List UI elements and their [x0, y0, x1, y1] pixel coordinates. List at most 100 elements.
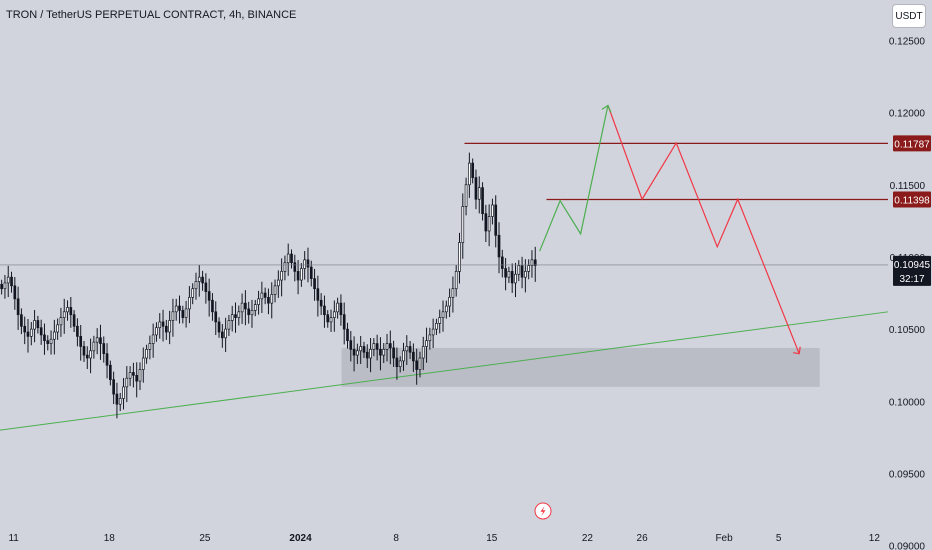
- candle-body: [39, 327, 43, 336]
- candle-body: [217, 321, 221, 333]
- candle: [118, 392, 122, 412]
- candle: [10, 271, 13, 293]
- candle-body: [431, 328, 435, 336]
- x-tick-label: 22: [582, 533, 594, 544]
- trendline: [0, 311, 889, 431]
- candle-body: [141, 357, 145, 370]
- x-tick-label: 2024: [289, 533, 312, 544]
- candle: [181, 305, 185, 324]
- candle-body: [43, 334, 46, 342]
- candle-body: [132, 372, 135, 376]
- candle-body: [530, 259, 534, 266]
- candle: [158, 313, 162, 339]
- candle: [92, 335, 96, 359]
- candle-body: [385, 343, 389, 350]
- candle: [402, 342, 405, 371]
- candle: [316, 275, 320, 317]
- candle: [161, 309, 165, 342]
- candle-body: [122, 386, 125, 399]
- candle: [336, 297, 339, 319]
- y-tick-label: 0.09500: [889, 469, 926, 480]
- candle: [359, 335, 363, 364]
- candle: [145, 344, 148, 364]
- candle: [365, 344, 369, 368]
- candle: [471, 158, 475, 184]
- candle-body: [421, 346, 425, 359]
- candle-body: [356, 350, 359, 356]
- candle: [260, 281, 264, 313]
- candle-body: [494, 204, 498, 236]
- x-tick-label: 11: [8, 533, 19, 544]
- candle: [250, 299, 254, 328]
- candle: [398, 356, 402, 373]
- candle-body: [151, 334, 155, 344]
- candle-body: [13, 285, 17, 300]
- candle-body: [444, 305, 448, 313]
- candle-body: [53, 331, 56, 340]
- candle-body: [454, 271, 458, 290]
- candle-body: [428, 334, 432, 342]
- projection-up-arrowhead: [601, 104, 612, 113]
- candle-body: [224, 328, 227, 339]
- candle-body: [402, 350, 405, 362]
- candle-body: [6, 276, 10, 284]
- candle: [313, 268, 316, 301]
- y-tick-label: 0.10500: [889, 325, 926, 336]
- candle-body: [244, 302, 247, 310]
- candle: [115, 382, 119, 419]
- candle: [283, 255, 287, 281]
- candle: [188, 286, 191, 324]
- candle: [385, 333, 389, 362]
- candle: [207, 278, 211, 317]
- candle: [296, 260, 300, 295]
- x-tick-label: 26: [637, 533, 649, 544]
- currency-button[interactable]: USDT: [892, 4, 926, 28]
- candle: [303, 251, 307, 280]
- candle: [418, 351, 422, 378]
- y-tick-label: 0.12500: [889, 36, 926, 47]
- x-axis[interactable]: 11 18 25 2024 8 15 22 26 Feb 5 12: [8, 533, 880, 544]
- candle: [66, 300, 69, 321]
- candle: [247, 301, 251, 324]
- candle-body: [10, 276, 13, 287]
- candle: [468, 152, 471, 198]
- candle: [293, 254, 297, 282]
- candle: [408, 340, 412, 360]
- candle: [392, 340, 395, 367]
- candle-body: [290, 253, 293, 264]
- candle-body: [425, 340, 428, 347]
- candle: [69, 296, 73, 328]
- candle-body: [326, 314, 330, 323]
- candle-body: [46, 340, 50, 344]
- candle-body: [227, 320, 231, 330]
- candle: [530, 250, 534, 278]
- candle-body: [313, 278, 316, 290]
- candle-body: [280, 271, 283, 281]
- candle-body: [283, 262, 287, 272]
- projection-up-path: [539, 105, 609, 252]
- candle: [290, 249, 293, 269]
- candle-body: [524, 271, 527, 278]
- x-tick-label: 12: [869, 533, 881, 544]
- candle: [263, 287, 267, 305]
- candle: [217, 317, 221, 338]
- chart-title: TRON / TetherUS PERPETUAL CONTRACT, 4h, …: [6, 9, 297, 21]
- candle-body: [408, 346, 412, 353]
- candle: [487, 204, 491, 247]
- candle: [151, 323, 155, 358]
- candle: [165, 319, 168, 340]
- candle: [451, 276, 455, 313]
- lightning-icon[interactable]: [534, 502, 552, 520]
- candle-body: [497, 234, 501, 258]
- candle: [29, 321, 33, 346]
- candle-body: [0, 284, 3, 290]
- x-tick-label: 15: [486, 533, 498, 544]
- candle-body: [56, 324, 59, 333]
- candle: [204, 273, 208, 304]
- candle-body: [72, 314, 76, 327]
- candle: [356, 343, 359, 365]
- candle: [171, 298, 175, 337]
- candle-body: [362, 346, 366, 353]
- price-tags-layer: 0.11787 0.11398 0.10945 32:17: [893, 135, 931, 286]
